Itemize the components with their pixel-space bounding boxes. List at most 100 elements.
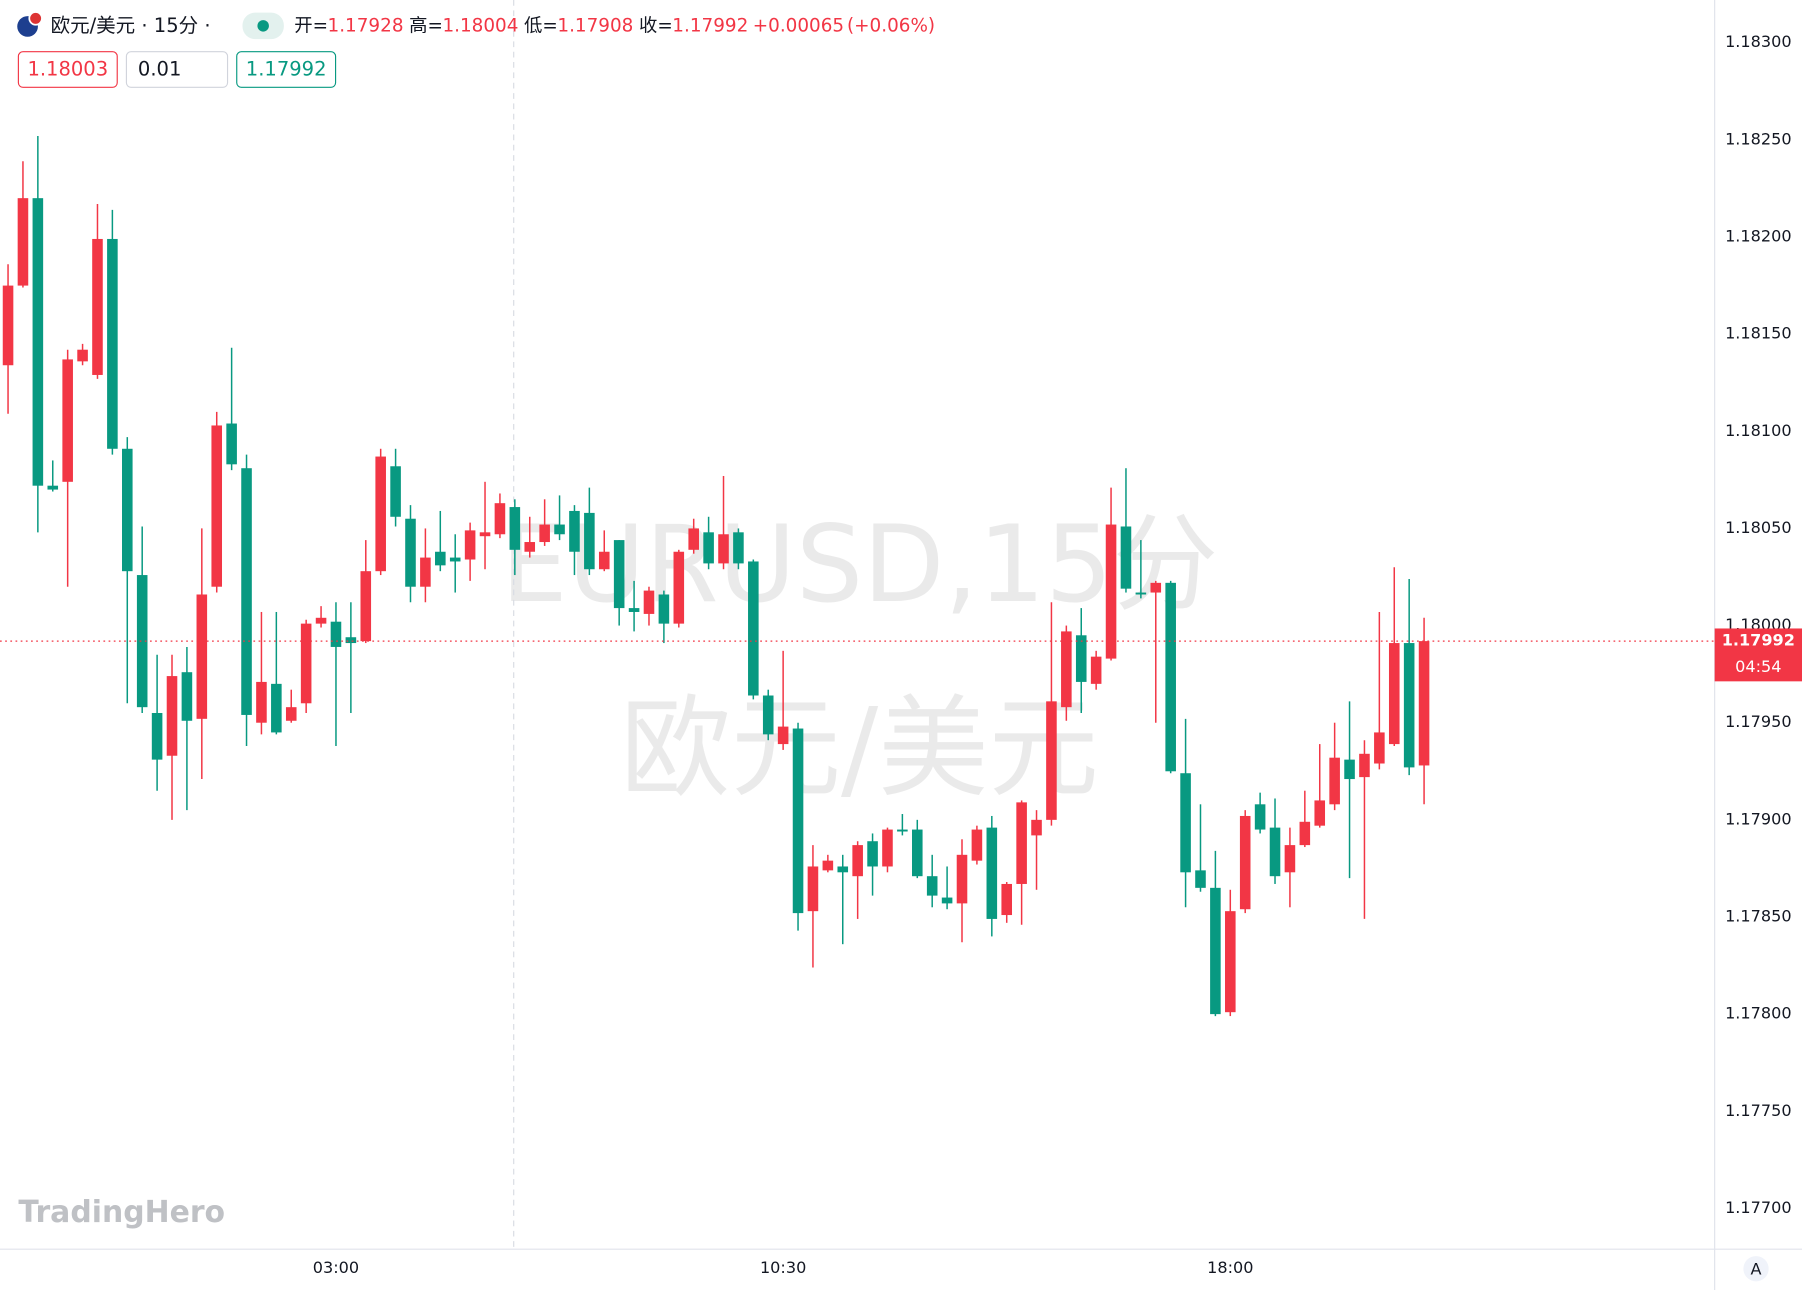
candle-body	[882, 829, 893, 867]
candle-body	[569, 510, 580, 552]
x-tick-label: 03:00	[313, 1258, 359, 1277]
candle-body	[1344, 759, 1355, 780]
candle-body	[539, 524, 550, 543]
candle-body	[435, 551, 446, 566]
candle-body	[2, 285, 14, 366]
candle-body	[911, 829, 923, 877]
candle-body	[941, 897, 953, 904]
buy-button[interactable]	[236, 51, 337, 88]
candle-body	[1001, 883, 1013, 916]
candle-body	[777, 726, 789, 745]
watermark-name: 欧元/美元	[620, 685, 1098, 813]
candle-body	[77, 349, 88, 362]
lot-size: 0.01	[138, 58, 181, 81]
candle-body	[226, 423, 237, 465]
candle-body	[1046, 701, 1057, 820]
legend: 欧元/美元 · 15分 · 开= 1.17928 高= 1.18004 低= 1…	[17, 11, 935, 40]
candle-body	[1150, 582, 1162, 593]
candle-body	[554, 524, 565, 535]
y-tick-label: 1.17900	[1725, 809, 1792, 828]
candle-body	[136, 575, 148, 708]
flag-us	[28, 11, 43, 26]
candle-body	[390, 466, 401, 517]
candle-body	[1180, 773, 1191, 873]
candle-body	[613, 540, 625, 609]
candle-body	[986, 827, 998, 919]
candle-body	[1388, 643, 1400, 745]
y-tick-label: 1.18200	[1725, 227, 1792, 246]
change-percent: (+0.06%)	[847, 15, 935, 36]
candle-body	[32, 198, 44, 486]
candle-body	[897, 829, 908, 832]
candle-body	[122, 448, 133, 572]
candle-body	[1165, 582, 1176, 772]
candle-body	[1269, 827, 1281, 877]
low-value: 1.17908	[557, 15, 633, 36]
candle-body	[196, 594, 208, 719]
low-label: 低=	[524, 15, 558, 36]
candle-body	[762, 695, 774, 735]
logo: TradingHero	[18, 1195, 225, 1230]
candle-body	[584, 512, 595, 570]
candle-body	[643, 590, 655, 614]
candle-body	[1314, 800, 1326, 826]
candle-body	[300, 623, 312, 704]
candle-body	[1225, 911, 1236, 1013]
scale-button[interactable]	[1743, 1256, 1769, 1282]
candle-body	[971, 829, 983, 861]
sell-price: 1.18003	[27, 58, 108, 81]
y-tick-label: 1.18300	[1725, 32, 1792, 51]
candle-body	[733, 532, 744, 564]
sell-button[interactable]	[17, 51, 118, 88]
candle-body	[1120, 526, 1132, 589]
candle-body	[1359, 753, 1370, 778]
candle-body	[1195, 870, 1206, 888]
candle-body	[166, 676, 178, 756]
candle-body	[420, 557, 431, 587]
y-tick-label: 1.17800	[1725, 1004, 1792, 1023]
symbol[interactable]: 欧元/美元 · 15分 ·	[51, 14, 211, 37]
candle-body	[867, 841, 878, 867]
candle-body	[524, 542, 536, 552]
candle-body	[1016, 802, 1027, 884]
candle-body	[464, 530, 476, 560]
candle-body	[598, 551, 610, 570]
x-tick-label: 18:00	[1207, 1258, 1253, 1277]
x-tick-label: 10:30	[760, 1258, 806, 1277]
candle-body	[807, 866, 819, 912]
candle-body	[852, 845, 863, 877]
candle-body	[92, 238, 103, 375]
candle-body	[673, 551, 685, 624]
high-value: 1.18004	[442, 15, 518, 36]
candle-body	[271, 683, 282, 733]
high-label: 高=	[409, 15, 443, 36]
candle-body	[375, 456, 386, 572]
y-tick-label: 1.17700	[1725, 1198, 1792, 1217]
candle-body	[1254, 804, 1266, 830]
y-tick-label: 1.17750	[1725, 1101, 1792, 1120]
candle-body	[315, 617, 327, 624]
open-value: 1.17928	[328, 15, 404, 36]
candle-body	[837, 866, 849, 873]
candle-body	[1418, 641, 1430, 766]
candle-body	[345, 637, 357, 644]
candle-body	[792, 728, 804, 914]
candle-body	[107, 238, 118, 449]
close-label: 收=	[639, 15, 673, 36]
candle-body	[1239, 815, 1251, 910]
candle-body	[1374, 732, 1385, 764]
candle-body	[330, 621, 342, 647]
candle-body	[1105, 524, 1117, 659]
candle-body	[47, 485, 59, 490]
last-price-label: 1.17992	[1722, 631, 1795, 650]
candle-body	[17, 198, 29, 286]
candle-body	[1031, 819, 1042, 836]
y-tick-label: 1.18150	[1725, 324, 1792, 343]
lot-input[interactable]	[125, 51, 229, 88]
market-status-dot	[257, 20, 269, 32]
candle-body	[926, 876, 938, 896]
open-label: 开=	[294, 15, 328, 36]
candle-body	[703, 532, 714, 564]
